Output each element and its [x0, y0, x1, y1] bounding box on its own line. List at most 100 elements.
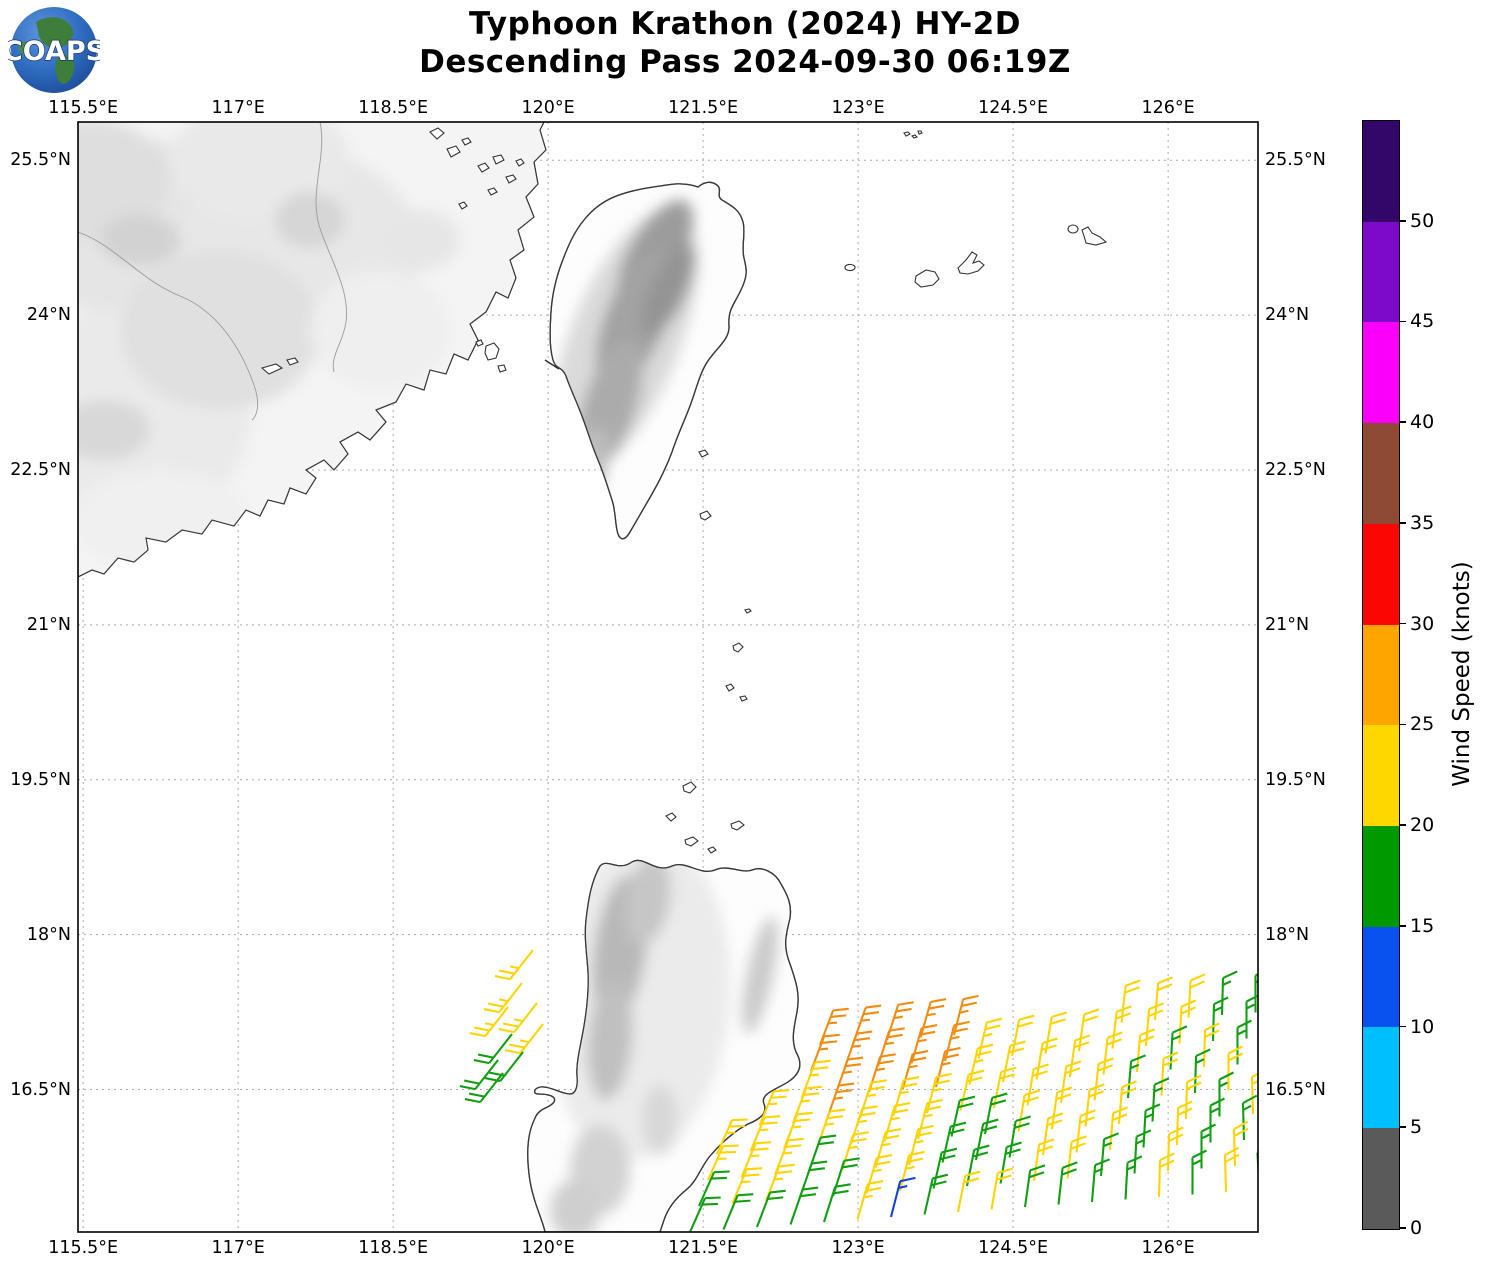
wind-barb — [464, 1072, 504, 1104]
colorbar-segment-15-20 — [1363, 826, 1399, 927]
wind-barb — [1160, 1051, 1179, 1096]
lon-tick-label-top: 115.5°E — [48, 98, 119, 118]
logo-text: COAPS — [8, 36, 100, 67]
wind-barb — [792, 1085, 822, 1124]
colorbar-tick-label: 10 — [1410, 1015, 1435, 1038]
wind-barb — [1057, 1161, 1078, 1205]
wind-barb — [774, 1137, 804, 1176]
wind-barb — [840, 1131, 869, 1171]
island — [732, 642, 744, 653]
wind-barb — [865, 1154, 893, 1194]
lat-tick-label-right: 22.5°N — [1265, 459, 1326, 480]
island — [286, 357, 299, 366]
lat-tick-label-right: 21°N — [1265, 614, 1310, 635]
wind-barb — [1090, 1158, 1111, 1203]
wind-barb — [1117, 1080, 1138, 1125]
island — [487, 187, 498, 196]
wind-barb — [1166, 1126, 1184, 1172]
map-frame — [77, 121, 1259, 1233]
wind-barb — [983, 1092, 1008, 1135]
wind-barb — [1250, 1068, 1258, 1115]
terrain-shading — [120, 250, 320, 410]
wind-barb — [974, 1118, 999, 1161]
island — [665, 812, 677, 822]
colorbar-segment-45-50 — [1363, 221, 1399, 323]
wind-barb — [819, 1007, 849, 1046]
wind-barb — [810, 1033, 840, 1072]
lat-tick-label-left: 18°N — [26, 924, 71, 945]
lat-tick-label-left: 25.5°N — [10, 150, 71, 171]
lon-tick-label-top: 124.5°E — [978, 98, 1049, 118]
wind-barb — [758, 1089, 790, 1126]
wind-barb — [919, 998, 947, 1038]
lon-tick-label-top: 123°E — [831, 98, 885, 118]
wind-barb — [1135, 1028, 1156, 1073]
colorbar-tick — [1399, 421, 1406, 423]
island — [1081, 226, 1108, 246]
wind-barb — [950, 1095, 976, 1137]
colorbar-segment-10-15 — [1363, 926, 1399, 1028]
terrain-shading — [742, 916, 778, 1034]
wind-barb — [749, 1115, 781, 1152]
terrain-shading — [100, 215, 180, 265]
island — [730, 820, 745, 831]
terrain-luzon — [549, 860, 778, 1232]
island — [484, 342, 500, 361]
coastline-luzon-outline — [527, 859, 801, 1232]
wind-barb — [977, 1017, 1003, 1059]
wind-barb — [722, 1193, 754, 1230]
lat-tick-label-right: 25.5°N — [1265, 150, 1326, 171]
island — [699, 510, 712, 521]
wind-barb — [483, 982, 523, 1014]
colorbar-tick-label: 45 — [1410, 310, 1435, 333]
wind-barb — [910, 1024, 938, 1064]
wind-barb — [1044, 1011, 1067, 1054]
island — [910, 134, 919, 139]
terrain-shading — [275, 192, 345, 248]
wind-barb — [889, 1176, 916, 1218]
lon-tick-label-top: 120°E — [521, 98, 575, 118]
wind-barb — [1220, 970, 1238, 1016]
island — [477, 162, 490, 173]
colorbar-tick-label: 30 — [1410, 612, 1435, 635]
lat-tick-label-right: 18°N — [1265, 924, 1310, 945]
wind-barb — [874, 1128, 902, 1168]
colorbar-tick — [1399, 522, 1406, 524]
wind-barb — [1209, 1097, 1225, 1143]
wind-barb — [1245, 994, 1258, 1039]
terrain-shading — [550, 1180, 600, 1232]
colorbar-tick-label: 0 — [1410, 1217, 1423, 1239]
island — [682, 781, 697, 794]
terrain-shading — [78, 122, 170, 240]
lon-tick-label-bottom: 115.5°E — [48, 1238, 119, 1258]
wind-barb — [783, 1111, 813, 1150]
wind-barb — [843, 1030, 873, 1069]
lat-tick-label-right: 16.5°N — [1265, 1079, 1326, 1100]
wind-barb — [1144, 1002, 1165, 1047]
terrain-shading — [641, 244, 695, 336]
lon-tick-label-bottom: 117°E — [211, 1238, 265, 1258]
lat-tick-label-left: 22.5°N — [10, 459, 71, 480]
wind-barb — [968, 1043, 994, 1085]
wind-barb — [731, 1167, 763, 1204]
wind-barb — [1151, 1077, 1170, 1122]
terrain-shading — [642, 1085, 678, 1155]
wind-barb — [473, 1033, 513, 1065]
colorbar-tick-label: 15 — [1410, 914, 1435, 937]
wind-barb — [849, 1105, 878, 1145]
lon-tick-label-bottom: 120°E — [521, 1238, 575, 1258]
lat-tick-label-left: 19.5°N — [10, 769, 71, 790]
terrain-shading — [78, 470, 250, 570]
colorbar-tick — [1399, 723, 1406, 726]
wind-barb — [1175, 1100, 1193, 1146]
island — [497, 364, 507, 373]
wind-barb — [992, 1066, 1017, 1109]
wind-barb — [867, 1053, 896, 1093]
wind-barb — [504, 1023, 544, 1055]
wind-barb — [885, 1001, 914, 1041]
globe-continent-south-america — [55, 54, 75, 84]
colorbar-tick — [1399, 925, 1406, 927]
wind-barb — [952, 994, 979, 1036]
